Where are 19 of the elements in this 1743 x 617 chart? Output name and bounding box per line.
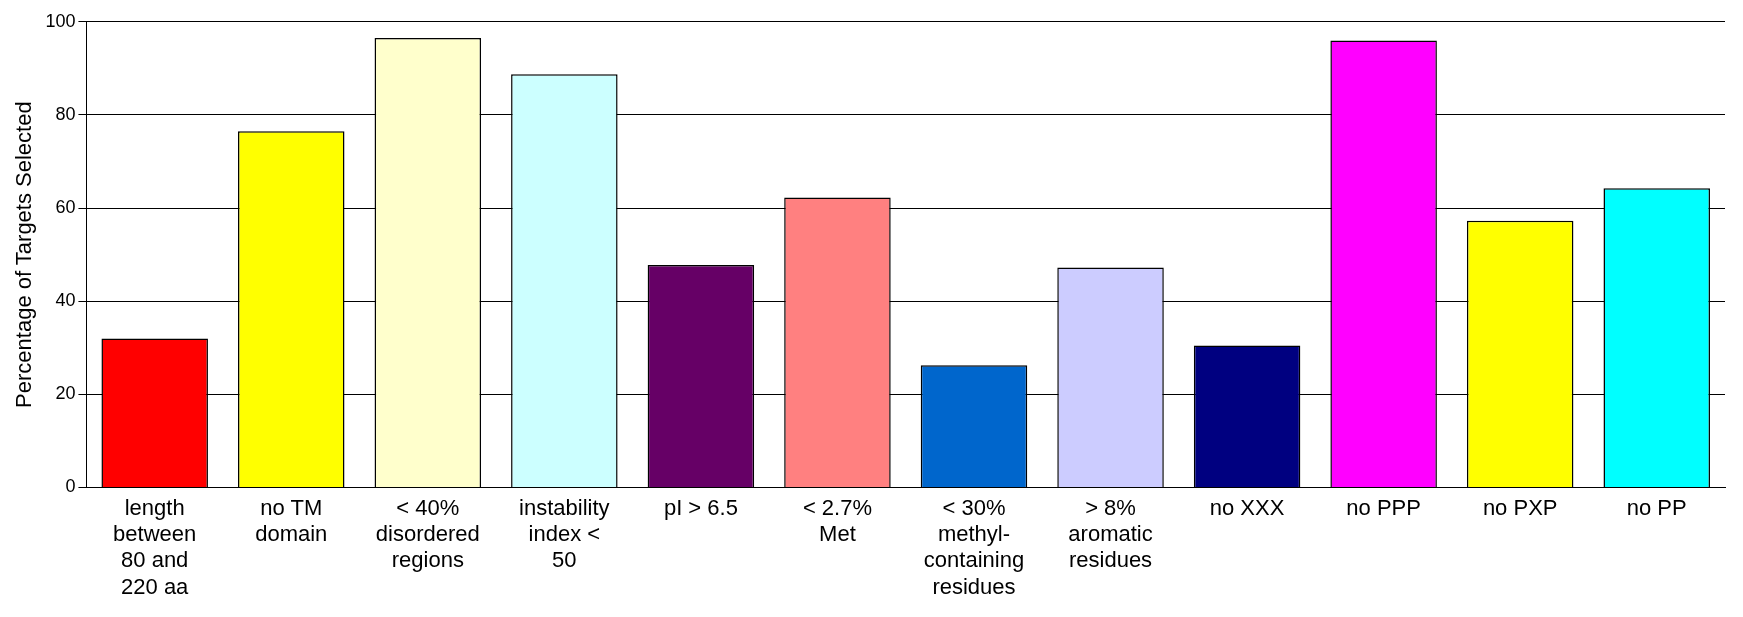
x-tick-label: < 2.7% Met bbox=[802, 494, 872, 547]
x-tick-label: instability index < 50 bbox=[519, 494, 610, 573]
x-tick-label: length between 80 and 220 aa bbox=[113, 494, 197, 599]
y-axis-title: Percentage of Targets Selected bbox=[11, 101, 37, 408]
y-tick-label: 40 bbox=[55, 290, 76, 311]
x-tick-label: pI > 6.5 bbox=[663, 494, 738, 520]
x-tick-label: no PXP bbox=[1482, 494, 1558, 520]
x-tick-label: no PP bbox=[1626, 494, 1687, 520]
y-tick-label: 60 bbox=[55, 197, 76, 218]
x-tick-label: no PPP bbox=[1346, 494, 1421, 520]
x-tick-label: > 8% aromatic residues bbox=[1068, 494, 1153, 573]
x-tick-label: no XXX bbox=[1209, 494, 1285, 520]
y-tick-label: 20 bbox=[55, 383, 76, 404]
x-tick-label: < 30% methyl-containing residues bbox=[923, 494, 1025, 599]
x-tick-label: < 40% disordered regions bbox=[375, 494, 480, 573]
y-tick-label: 80 bbox=[55, 103, 76, 124]
y-tick-label: 0 bbox=[65, 476, 76, 497]
y-tick-label: 100 bbox=[45, 10, 76, 31]
x-tick-label: no TM domain bbox=[255, 494, 328, 547]
